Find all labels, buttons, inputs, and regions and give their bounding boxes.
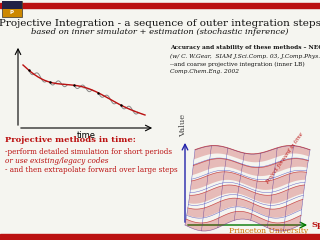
Text: Projective Integration - a sequence of outer integration steps: Projective Integration - a sequence of o… <box>0 18 320 28</box>
Bar <box>0 234 320 240</box>
Bar <box>2 1 22 17</box>
Text: Value: Value <box>179 114 187 137</box>
Text: based on inner simulator + estimation (stochastic inference): based on inner simulator + estimation (s… <box>31 28 289 36</box>
Bar <box>0 3 320 8</box>
Text: Comp.Chem.Eng. 2002: Comp.Chem.Eng. 2002 <box>170 70 239 74</box>
Text: Project forward in time: Project forward in time <box>265 131 305 185</box>
Polygon shape <box>192 159 308 176</box>
Text: Princeton University: Princeton University <box>229 227 308 235</box>
Text: - and then extrapolate forward over large steps: - and then extrapolate forward over larg… <box>5 166 178 174</box>
Text: (w/ C. W.Gear,  SIAM J.Sci.Comp. 03, J.Comp.Phys. 03,: (w/ C. W.Gear, SIAM J.Sci.Comp. 03, J.Co… <box>170 53 320 59</box>
Polygon shape <box>194 145 310 162</box>
Text: Space: Space <box>312 221 320 229</box>
Text: P: P <box>10 10 14 15</box>
Polygon shape <box>185 211 301 231</box>
Text: or use existing/legacy codes: or use existing/legacy codes <box>5 157 108 165</box>
Text: -perform detailed simulation for short periods: -perform detailed simulation for short p… <box>5 148 172 156</box>
Text: time: time <box>77 132 96 140</box>
Polygon shape <box>187 198 303 217</box>
Text: --and coarse projective integration (inner LB): --and coarse projective integration (inn… <box>170 61 305 67</box>
Text: Accuracy and stability of these methods – NEC/TR 2001: Accuracy and stability of these methods … <box>170 46 320 50</box>
Bar <box>2 1 22 9</box>
Text: Projective methods in time:: Projective methods in time: <box>5 136 136 144</box>
Polygon shape <box>190 172 307 190</box>
Polygon shape <box>188 185 305 204</box>
